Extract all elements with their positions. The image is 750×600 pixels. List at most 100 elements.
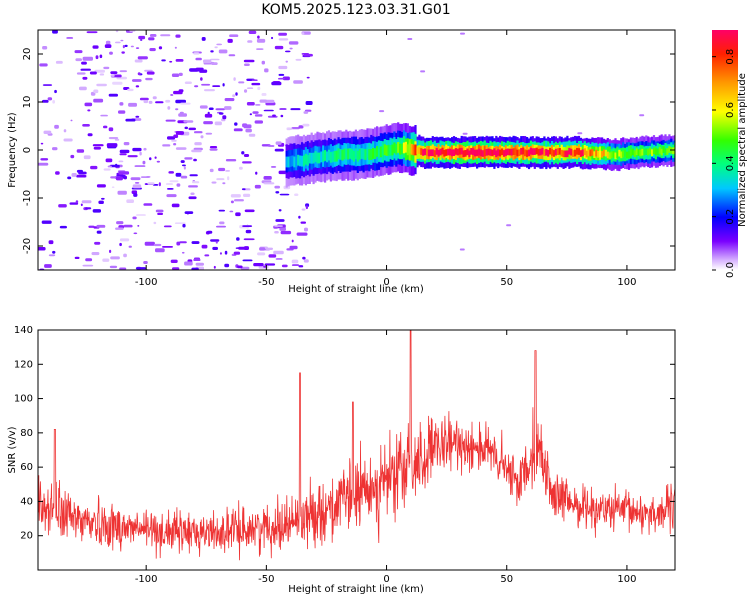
- noise-cell: [306, 76, 310, 79]
- noise-cell: [264, 68, 269, 73]
- noise-cell: [91, 252, 100, 256]
- colorbar: 0.0 0.2 0.4 0.6 0.8 Normalized spectral ampl…: [712, 30, 748, 278]
- signal-cell: [520, 148, 523, 155]
- noise-cell: [139, 151, 142, 156]
- noise-cell: [180, 102, 191, 105]
- signal-cell: [574, 149, 577, 157]
- signal-cell: [302, 155, 306, 167]
- noise-cell: [204, 113, 213, 118]
- signal-cell: [460, 147, 463, 155]
- noise-cell: [144, 241, 155, 246]
- signal-cell: [424, 148, 427, 156]
- noise-cell: [70, 154, 75, 159]
- noise-cell: [205, 132, 213, 135]
- signal-cell: [624, 150, 627, 157]
- noise-cell: [213, 265, 216, 269]
- noise-cell: [294, 193, 299, 196]
- noise-cell: [93, 146, 101, 150]
- noise-cell: [96, 224, 106, 228]
- signal-cell: [510, 148, 513, 156]
- noise-cell: [130, 45, 134, 48]
- noise-cell: [216, 43, 222, 46]
- noise-cell: [76, 72, 86, 75]
- signal-cell: [577, 148, 581, 155]
- noise-cell: [184, 126, 188, 130]
- noise-cell: [195, 67, 204, 71]
- signal-cell: [352, 150, 356, 162]
- noise-cell: [257, 252, 266, 256]
- noise-cell: [219, 252, 222, 255]
- noise-cell: [243, 154, 250, 157]
- noise-cell: [127, 88, 134, 92]
- signal-cell: [593, 151, 596, 158]
- noise-cell: [66, 37, 74, 39]
- noise-cell: [63, 129, 67, 133]
- noise-cell: [222, 182, 226, 185]
- noise-cell: [182, 223, 186, 228]
- noise-cell: [146, 71, 155, 75]
- noise-cell: [462, 132, 468, 135]
- signal-cell: [427, 149, 431, 157]
- noise-cell: [98, 200, 104, 204]
- noise-cell: [304, 227, 308, 232]
- noise-cell: [238, 81, 245, 84]
- noise-cell: [218, 49, 228, 54]
- noise-cell: [138, 35, 146, 40]
- noise-cell: [82, 264, 94, 267]
- noise-cell: [171, 73, 180, 77]
- noise-cell: [175, 147, 187, 150]
- y-tick-label: 60: [20, 462, 33, 473]
- noise-cell: [236, 237, 240, 241]
- signal-cell: [562, 150, 565, 158]
- noise-cell: [275, 258, 283, 260]
- noise-cell: [133, 232, 138, 235]
- noise-cell: [243, 238, 255, 241]
- signal-cell: [354, 148, 357, 160]
- noise-cell: [274, 148, 284, 152]
- noise-cell: [76, 169, 83, 173]
- noise-cell: [167, 136, 176, 140]
- noise-cell: [135, 267, 147, 270]
- noise-cell: [90, 165, 98, 170]
- noise-cell: [224, 98, 235, 102]
- signal-cell: [322, 151, 325, 162]
- signal-cell: [374, 148, 377, 159]
- noise-cell: [263, 265, 267, 268]
- noise-cell: [52, 250, 56, 254]
- noise-cell: [76, 149, 85, 153]
- signal-cell: [601, 150, 604, 158]
- noise-cell: [639, 114, 645, 117]
- noise-cell: [193, 52, 200, 55]
- noise-cell: [120, 39, 124, 42]
- signal-cell: [537, 148, 540, 156]
- signal-cell: [504, 149, 507, 156]
- signal-cell: [535, 147, 538, 155]
- signal-cell: [585, 150, 588, 158]
- noise-cell: [80, 203, 83, 207]
- signal-cell: [337, 148, 340, 160]
- signal-cell: [401, 143, 404, 155]
- noise-cell: [268, 254, 277, 258]
- noise-cell: [135, 115, 140, 118]
- noise-cell: [209, 146, 218, 149]
- noise-cell: [243, 124, 252, 129]
- noise-cell: [244, 63, 250, 66]
- signal-cell: [316, 152, 319, 164]
- colorbar-gradient: [712, 30, 738, 270]
- signal-cell: [616, 151, 619, 159]
- noise-cell: [96, 83, 107, 87]
- noise-cell: [245, 128, 252, 133]
- noise-cell: [79, 86, 87, 91]
- noise-cell: [460, 32, 465, 35]
- noise-cell: [274, 45, 284, 50]
- noise-cell: [255, 104, 261, 106]
- signal-cell: [454, 148, 457, 155]
- noise-cell: [137, 72, 141, 76]
- noise-cell: [303, 111, 309, 114]
- noise-cell: [133, 193, 138, 197]
- noise-cell: [209, 58, 220, 61]
- noise-cell: [201, 244, 208, 249]
- noise-cell: [84, 102, 93, 107]
- signal-cell: [497, 149, 500, 156]
- noise-cell: [263, 109, 274, 112]
